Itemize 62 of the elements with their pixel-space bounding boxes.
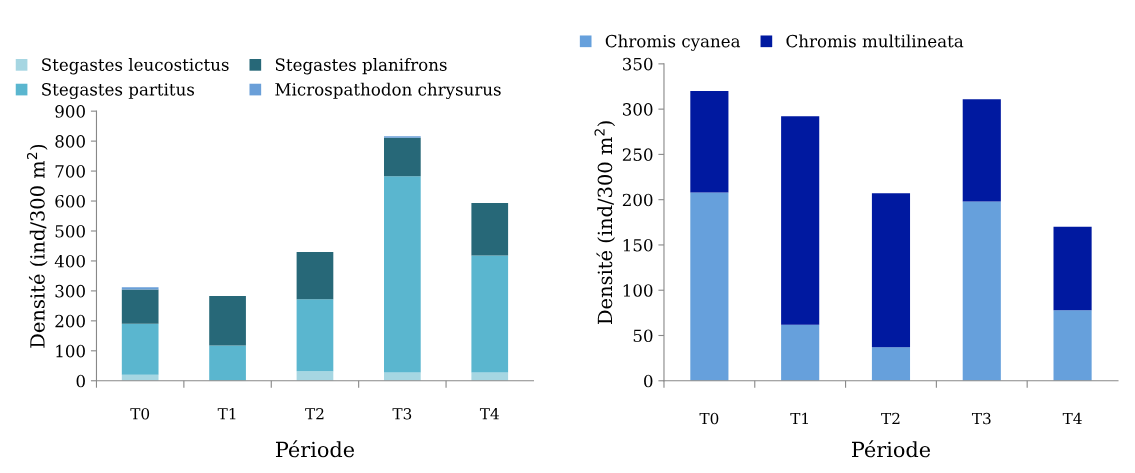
legend-label: Chromis cyanea — [605, 34, 741, 51]
bar — [471, 203, 509, 256]
legend-label: Stegastes leucostictus — [42, 58, 229, 75]
y-tick-label: 400 — [54, 254, 85, 268]
x-tick-label: T0 — [699, 412, 719, 425]
bar — [121, 287, 159, 290]
y-tick-label: 600 — [55, 194, 85, 208]
y-tick-label: 150 — [623, 238, 653, 252]
bar — [384, 176, 421, 373]
bar — [871, 193, 911, 348]
bar — [1053, 226, 1092, 311]
x-axis-title: Période — [275, 440, 355, 458]
y-tick-label: 800 — [55, 135, 85, 148]
bar — [384, 372, 421, 381]
bar — [384, 137, 421, 177]
bar — [296, 371, 334, 381]
bar — [781, 324, 820, 381]
y-tick-label: 0 — [644, 374, 653, 388]
legend-label: Stegastes partitus — [42, 83, 195, 100]
x-tick-label: T2 — [881, 412, 900, 425]
bar — [690, 91, 729, 193]
y-tick-label: 900 — [55, 105, 85, 118]
y-tick-label: 500 — [55, 224, 85, 238]
bar — [209, 295, 246, 346]
bar — [1053, 310, 1092, 381]
x-axis-title: Période — [852, 440, 931, 458]
bar — [962, 201, 1001, 381]
y-tick-label: 200 — [622, 193, 653, 207]
y-tick-label: 250 — [622, 148, 653, 161]
y-tick-label: 100 — [56, 344, 85, 358]
bar — [121, 289, 159, 324]
y-tick-label: 350 — [623, 57, 653, 71]
x-tick-label: T3 — [971, 412, 991, 425]
bar — [781, 116, 820, 325]
bar — [471, 372, 509, 381]
y-tick-label: 300 — [623, 103, 653, 116]
legend-label: Chromis multilineata — [786, 34, 964, 48]
legend-label: Microspathodon chrysurus — [275, 82, 501, 100]
y-tick-label: 100 — [623, 284, 653, 297]
y-axis-title: Densité (ind/300 m$^{2}$) — [26, 144, 48, 348]
x-tick-label: T4 — [479, 408, 499, 420]
y-tick-label: 200 — [55, 314, 85, 328]
y-tick-label: 700 — [55, 165, 85, 178]
y-tick-label: 300 — [55, 284, 85, 298]
x-tick-label: T1 — [790, 412, 808, 425]
x-tick-label: T0 — [130, 408, 150, 420]
bar — [296, 299, 334, 372]
bar — [690, 192, 729, 381]
legend-label: Stegastes planifrons — [275, 58, 447, 75]
y-tick-label: 0 — [76, 374, 85, 388]
x-tick-label: T4 — [1062, 412, 1082, 425]
x-tick-label: T2 — [305, 408, 324, 420]
bar — [209, 345, 246, 381]
bar — [871, 347, 911, 381]
y-axis-title: Densité (ind/300 m$^{2}$) — [594, 121, 616, 324]
bar — [296, 251, 334, 300]
x-tick-label: T1 — [217, 408, 236, 420]
bar — [471, 255, 509, 373]
bar — [962, 99, 1001, 202]
bar — [121, 323, 159, 375]
y-tick-label: 50 — [633, 329, 653, 343]
x-tick-label: T3 — [392, 408, 412, 420]
